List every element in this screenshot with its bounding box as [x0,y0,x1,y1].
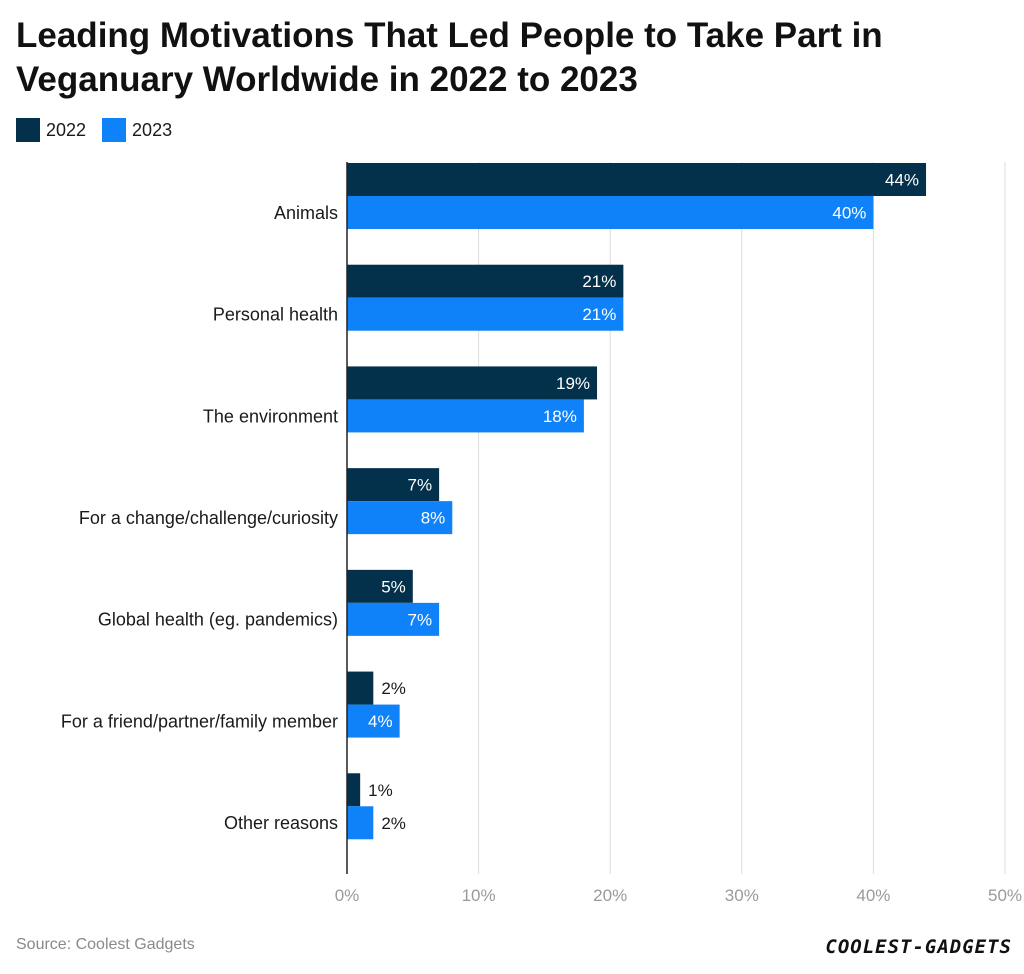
legend: 2022 2023 [16,118,188,142]
category-label: For a friend/partner/family member [61,711,338,731]
x-tick-label: 30% [725,886,759,905]
bar-2023 [347,602,440,636]
x-tick-label: 20% [593,886,627,905]
data-label-2022: 44% [885,171,919,190]
category-label: The environment [203,406,338,426]
data-label-2022: 21% [582,272,616,291]
bar-2022 [347,366,598,400]
legend-swatch-2022 [16,118,40,142]
data-label-2023: 21% [582,305,616,324]
data-label-2023: 7% [408,610,433,629]
chart-title: Leading Motivations That Led People to T… [16,16,883,99]
data-label-2022: 1% [368,781,393,800]
bar-2023 [347,399,584,433]
data-label-2022: 7% [408,476,433,495]
x-tick-label: 0% [335,886,360,905]
legend-label-2023: 2023 [132,119,173,140]
bar-2022 [347,671,374,705]
bar-2022 [347,163,927,196]
bar-2023 [347,704,400,738]
category-label: Animals [274,203,338,223]
data-label-2023: 2% [381,814,406,833]
x-tick-label: 10% [462,886,496,905]
bar-2022 [347,264,624,298]
x-tick-label: 50% [988,886,1022,905]
bar-2023 [347,297,624,331]
category-label: Global health (eg. pandemics) [98,610,338,630]
legend-item-2023: 2023 [102,118,172,142]
source-note: Source: Coolest Gadgets [16,936,195,953]
bar-2023 [347,196,874,229]
legend-item-2022: 2022 [16,118,86,142]
data-label-2022: 2% [381,679,406,698]
data-label-2023: 18% [543,407,577,426]
legend-label-2022: 2022 [46,119,87,140]
data-label-2022: 19% [556,374,590,393]
data-label-2023: 40% [832,204,866,223]
data-label-2022: 5% [381,577,406,596]
category-label: Personal health [213,305,338,325]
bar-2023 [347,806,374,840]
data-label-2023: 4% [368,712,393,731]
bar-2023 [347,501,453,535]
x-tick-label: 40% [856,886,890,905]
bar-2022 [347,468,440,502]
category-label: Other reasons [224,813,338,833]
bar-2022 [347,569,413,603]
legend-swatch-2023 [102,118,127,142]
brand-logo: COOLEST-GADGETS [825,936,1012,958]
bar-2022 [347,773,361,807]
category-label: For a change/challenge/curiosity [79,508,338,528]
data-label-2023: 8% [421,509,446,528]
